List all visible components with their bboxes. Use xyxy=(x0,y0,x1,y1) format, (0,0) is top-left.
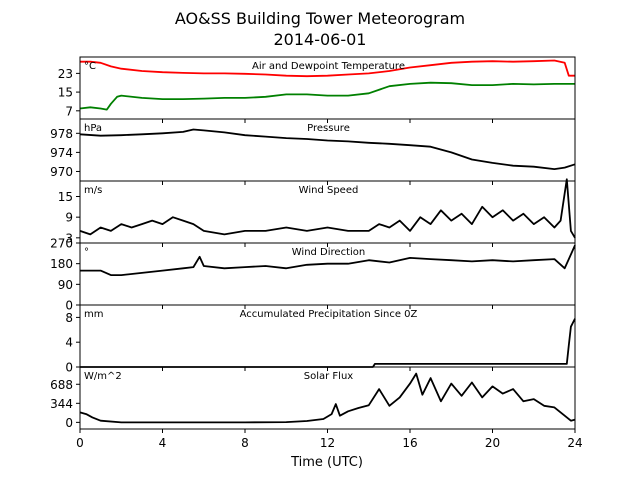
panel-1-unit-label: °C xyxy=(84,61,96,72)
panel-1: 7 15 23 °C Air and Dewpoint Temperature xyxy=(58,56,576,123)
panel-1-series-2-line xyxy=(79,81,575,111)
x-axis: 0 4 8 12 16 20 24 xyxy=(76,436,582,450)
chart-title: AO&SS Building Tower Meteorogram xyxy=(175,9,465,28)
panel-3-title: Wind Speed xyxy=(299,185,359,196)
panel-3-unit-label: m/s xyxy=(84,185,102,196)
panel-6-y-tick-label: 688 xyxy=(50,378,73,392)
panel-5-unit-label: mm xyxy=(84,309,103,320)
panel-1-y-tick-label: 15 xyxy=(58,86,73,100)
panel-6-title: Solar Flux xyxy=(304,371,354,382)
panel-2: 970 974 978 hPa Pressure xyxy=(50,118,576,185)
panel-6: 0 344 688 W/m^2 Solar Flux xyxy=(50,366,576,433)
panel-2-unit-label: hPa xyxy=(84,123,102,134)
panel-3-y-tick-label: 3 xyxy=(65,231,73,245)
panel-2-y-tick-label: 970 xyxy=(50,165,73,179)
panel-5-y-tick-label: 4 xyxy=(65,336,73,350)
x-tick-label: 24 xyxy=(567,436,582,450)
panel-2-title: Pressure xyxy=(307,123,350,134)
x-tick-label: 20 xyxy=(485,436,500,450)
panel-3-y-tick-label: 15 xyxy=(58,190,73,204)
panel-4-y-tick-label: 0 xyxy=(65,299,73,313)
panel-4-series-1-line xyxy=(80,244,576,277)
panel-6-unit-label: W/m^2 xyxy=(84,371,122,382)
panel-4-y-tick-label: 270 xyxy=(50,237,73,251)
panel-5-title: Accumulated Precipitation Since 0Z xyxy=(240,309,418,320)
panel-1-y-tick-label: 7 xyxy=(65,104,73,118)
panel-1-y-tick-label: 23 xyxy=(58,67,73,81)
chart-subtitle: 2014-06-01 xyxy=(274,30,367,49)
panel-2-series-1-line xyxy=(79,128,576,171)
panel-6-series-1-line xyxy=(79,372,576,424)
panel-5-series-1-line xyxy=(80,318,576,368)
x-tick-label: 0 xyxy=(76,436,84,450)
x-tick-label: 8 xyxy=(241,436,249,450)
panel-4-title: Wind Direction xyxy=(292,247,366,258)
panel-3-y-tick-label: 9 xyxy=(65,211,73,225)
panel-4-unit-label: ° xyxy=(84,247,89,258)
panel-4-y-tick-label: 180 xyxy=(50,257,73,271)
panel-5-y-tick-label: 0 xyxy=(65,361,73,375)
panel-2-y-tick-label: 978 xyxy=(50,127,73,141)
panel-2-y-tick-label: 974 xyxy=(50,146,73,160)
panel-1-title: Air and Dewpoint Temperature xyxy=(252,61,405,72)
panel-5: 0 4 8 mm Accumulated Precipitation Since 0Z xyxy=(65,304,576,375)
panel-6-y-tick-label: 0 xyxy=(65,416,73,430)
panel-6-y-tick-label: 344 xyxy=(50,397,73,411)
x-tick-label: 4 xyxy=(159,436,167,450)
x-axis-label: Time (UTC) xyxy=(290,455,363,470)
x-tick-label: 12 xyxy=(320,436,335,450)
panel-4: 0 90 180 270 ° Wind Direction xyxy=(50,237,576,313)
x-tick-label: 16 xyxy=(402,436,417,450)
panel-3: 3 9 15 m/s Wind Speed xyxy=(58,178,576,247)
panel-1-series-1-line xyxy=(80,59,575,78)
panel-3-series-1-line xyxy=(79,178,576,239)
panel-4-y-tick-label: 90 xyxy=(58,278,73,292)
panel-5-y-tick-label: 8 xyxy=(65,311,73,325)
